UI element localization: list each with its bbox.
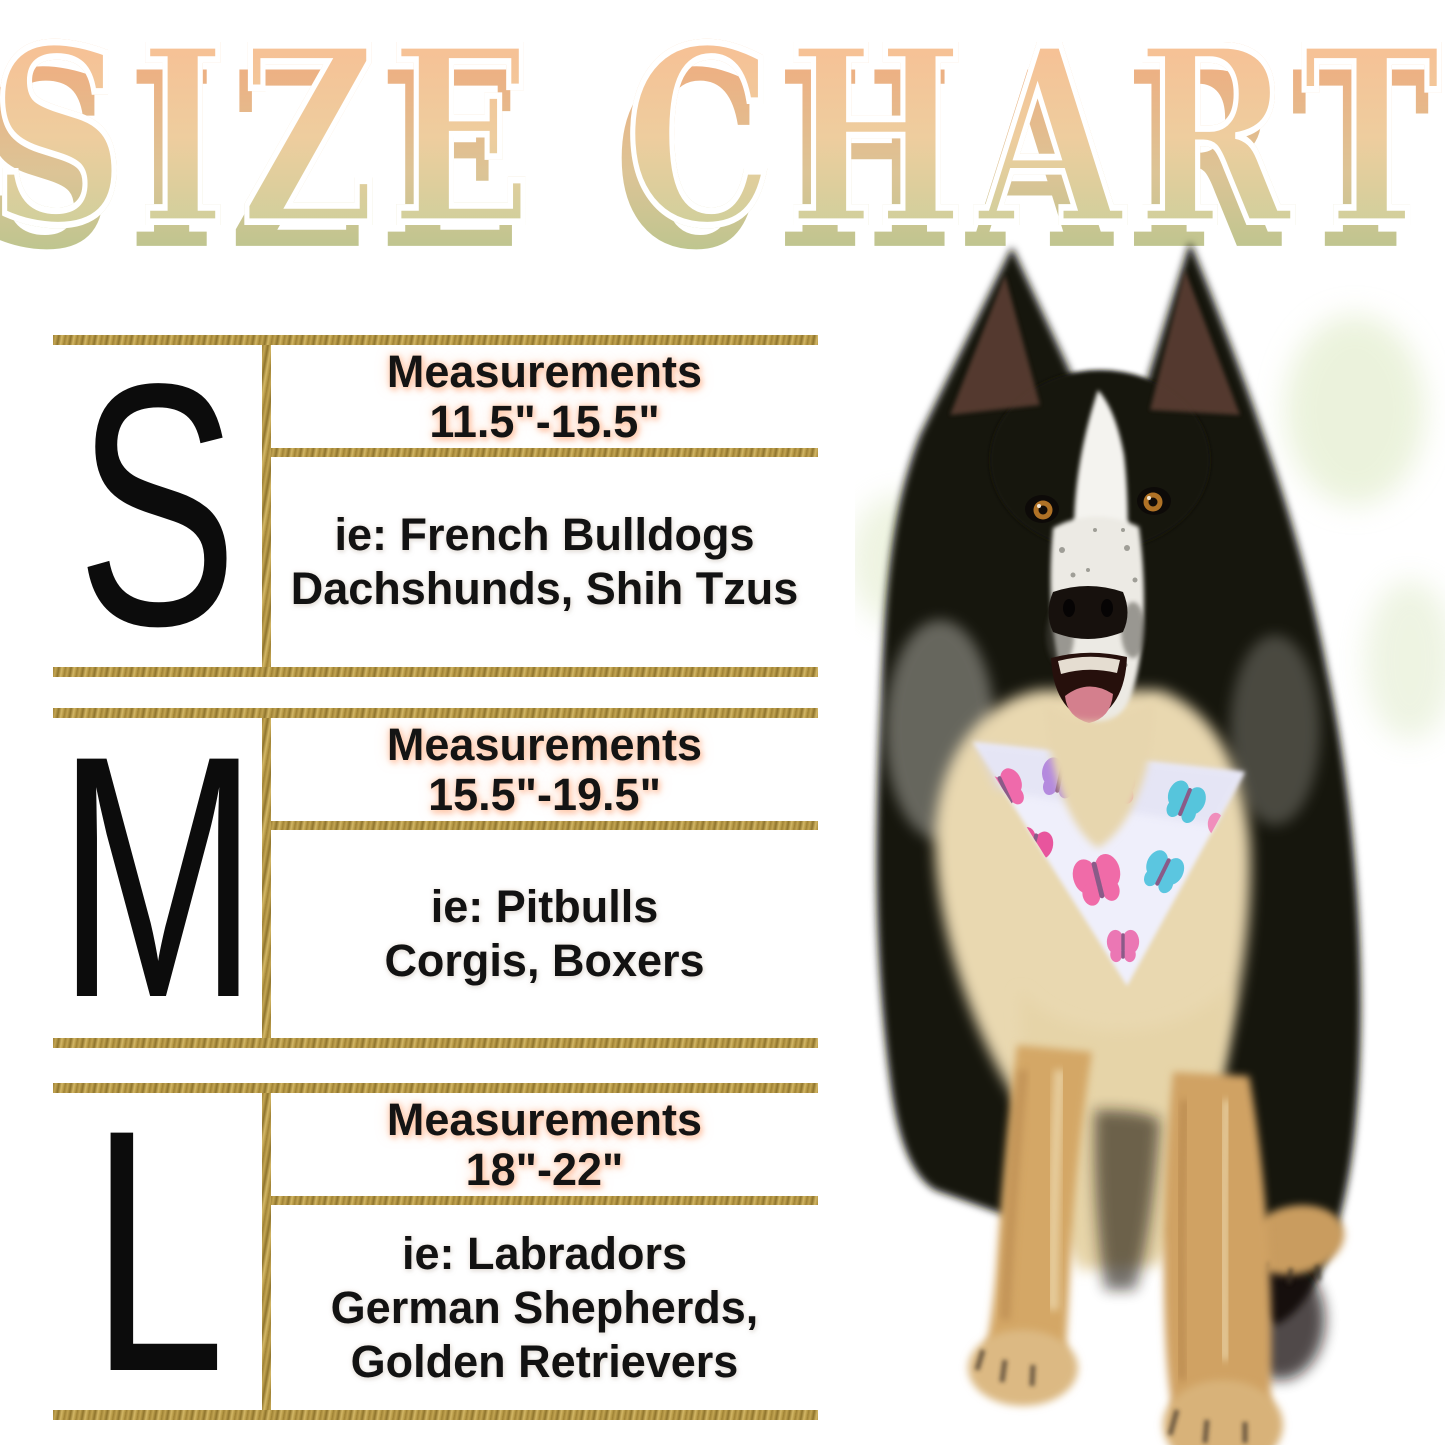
breed-line: Golden Retrievers bbox=[350, 1335, 739, 1387]
example-breeds-cell: ie: French Bulldogs Dachshunds, Shih Tzu… bbox=[271, 457, 818, 667]
gold-border-top bbox=[53, 708, 818, 718]
size-row-large: L Measurements 18"-22" ie: Labradors Ger… bbox=[53, 1058, 818, 1444]
measurements-range: 18"-22" bbox=[465, 1143, 624, 1195]
size-letter-cell: S bbox=[53, 313, 262, 698]
gold-divider-vertical bbox=[262, 345, 271, 667]
breed-line: German Shepherds, bbox=[330, 1281, 759, 1333]
gold-border-bottom bbox=[53, 1410, 818, 1420]
measurements-cell: Measurements 15.5"-19.5" bbox=[271, 718, 818, 821]
size-letter-m: M bbox=[56, 685, 259, 1070]
size-row-details: Measurements 18"-22" ie: Labradors Germa… bbox=[271, 1093, 818, 1410]
page-title-shadow: SIZE CHART bbox=[0, 40, 1444, 282]
measurements-range: 11.5"-15.5" bbox=[429, 395, 660, 447]
size-row-small: S Measurements 11.5"-15.5" ie: French Bu… bbox=[53, 313, 818, 698]
gold-border-bottom bbox=[53, 1038, 818, 1048]
gold-border-top bbox=[53, 1083, 818, 1093]
size-row-medium: M Measurements 15.5"-19.5" ie: Pitbulls … bbox=[53, 685, 818, 1070]
size-row-details: Measurements 15.5"-19.5" ie: Pitbulls Co… bbox=[271, 718, 818, 1038]
breed-line: ie: Labradors bbox=[401, 1227, 688, 1279]
page-title: SIZE CHART SIZE CHART bbox=[0, 12, 1445, 282]
example-breeds-cell: ie: Labradors German Shepherds, Golden R… bbox=[271, 1205, 818, 1410]
dog-wearing-butterfly-bandana-illustration bbox=[855, 242, 1445, 1445]
measurements-label: Measurements bbox=[386, 718, 703, 770]
measurements-cell: Measurements 11.5"-15.5" bbox=[271, 345, 818, 448]
measurements-label: Measurements bbox=[386, 1093, 703, 1145]
gold-divider-horizontal bbox=[271, 1196, 818, 1205]
breed-line: ie: French Bulldogs bbox=[334, 509, 755, 560]
gold-divider-horizontal bbox=[271, 448, 818, 457]
measurements-label: Measurements bbox=[386, 345, 703, 397]
gold-divider-vertical bbox=[262, 718, 271, 1038]
page-title-text: SIZE CHART bbox=[0, 12, 1445, 261]
breed-line: Corgis, Boxers bbox=[384, 935, 705, 986]
gold-border-bottom bbox=[53, 667, 818, 677]
breed-line: ie: Pitbulls bbox=[430, 881, 659, 932]
size-letter-l: L bbox=[90, 1058, 225, 1444]
measurements-cell: Measurements 18"-22" bbox=[271, 1093, 818, 1196]
gold-divider-vertical bbox=[262, 1093, 271, 1410]
example-breeds-cell: ie: Pitbulls Corgis, Boxers bbox=[271, 830, 818, 1038]
size-row-details: Measurements 11.5"-15.5" ie: French Bull… bbox=[271, 345, 818, 667]
size-letter-cell: M bbox=[53, 685, 262, 1070]
dog-photo bbox=[855, 230, 1445, 1445]
page-title-stack: SIZE CHART SIZE CHART bbox=[0, 12, 1445, 282]
gold-divider-horizontal bbox=[271, 821, 818, 830]
gold-border-top bbox=[53, 335, 818, 345]
breed-line: Dachshunds, Shih Tzus bbox=[290, 563, 799, 614]
measurements-range: 15.5"-19.5" bbox=[428, 768, 661, 820]
size-letter-cell: L bbox=[53, 1058, 262, 1444]
size-letter-s: S bbox=[76, 313, 239, 698]
